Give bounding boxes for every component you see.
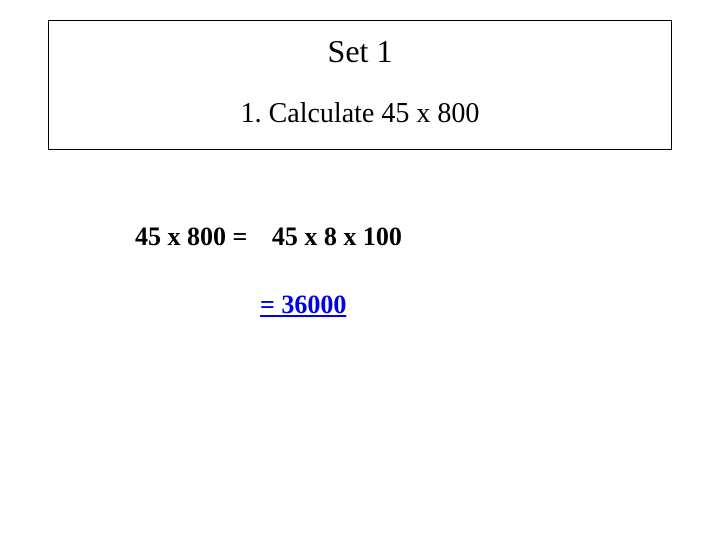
set-title: Set 1 bbox=[49, 33, 671, 70]
answer-line: = 36000 bbox=[260, 290, 346, 320]
work-area: 45 x 800 = 45 x 8 x 100 bbox=[135, 222, 402, 252]
answer-link[interactable]: = 36000 bbox=[260, 290, 346, 319]
equation-lhs: 45 x 800 = bbox=[135, 222, 247, 251]
equation-line: 45 x 800 = 45 x 8 x 100 bbox=[135, 222, 402, 252]
header-box: Set 1 1. Calculate 45 x 800 bbox=[48, 20, 672, 150]
question-text: 1. Calculate 45 x 800 bbox=[49, 98, 671, 130]
equation-rhs: 45 x 8 x 100 bbox=[272, 222, 402, 251]
